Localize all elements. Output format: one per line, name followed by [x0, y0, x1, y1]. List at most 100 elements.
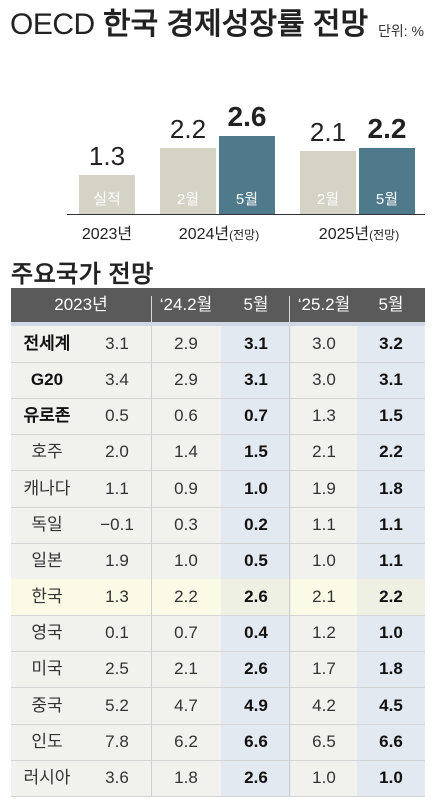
unit-label: 단위: %	[378, 23, 424, 39]
cell-y2023: 2.5	[105, 659, 129, 679]
bar-category-label: 5월	[236, 191, 258, 208]
country-name: 캐나다	[23, 478, 71, 498]
cell-feb25: 3.0	[312, 370, 336, 390]
cell-feb25: 1.3	[312, 406, 336, 426]
table-row: 중국 5.2 4.7 4.9 4.2 4.5	[11, 688, 425, 725]
header-2023: 2023년	[54, 295, 108, 314]
section-title: 주요국가 전망	[11, 261, 154, 288]
bar-value-label: 1.3	[89, 141, 125, 171]
table-row: 영국 0.1 0.7 0.4 1.2 1.0	[11, 615, 425, 653]
header-may25: 5월	[378, 295, 404, 314]
cell-y2023: 3.6	[105, 767, 129, 787]
cell-y2023: 2.0	[105, 442, 129, 462]
cell-may25: 1.0	[379, 767, 403, 787]
title-row: OECD 한국 경제성장률 전망 단위: %	[10, 6, 424, 46]
cell-y2023: 1.1	[105, 478, 129, 498]
header-may24: 5월	[243, 295, 269, 314]
table-row: G20 3.4 2.9 3.1 3.0 3.1	[11, 362, 425, 400]
cell-feb25: 1.9	[312, 478, 336, 498]
cell-feb25: 1.1	[312, 514, 336, 534]
column-divider	[289, 326, 290, 796]
cell-feb25: 1.0	[312, 767, 336, 787]
cell-y2023: 5.2	[105, 695, 129, 715]
country-name: 미국	[31, 659, 63, 679]
may25-column-bg	[357, 326, 425, 796]
cell-feb25: 2.1	[312, 442, 336, 462]
cell-may25: 1.0	[379, 623, 403, 643]
header-divider	[289, 296, 290, 322]
cell-may25: 3.1	[379, 370, 403, 390]
table-row: 전세계 3.1 2.9 3.1 3.0 3.2	[11, 326, 425, 363]
cell-y2023: 7.8	[105, 731, 129, 751]
cell-may24: 0.5	[244, 550, 268, 570]
cell-feb25: 1.2	[312, 623, 336, 643]
cell-may24: 3.1	[244, 334, 268, 353]
bar-value-label: 2.6	[228, 101, 267, 132]
cell-feb24: 2.2	[174, 587, 198, 607]
column-divider	[151, 326, 152, 796]
cell-feb24: 1.8	[174, 767, 198, 787]
country-name: 한국	[31, 587, 63, 607]
cell-y2023: 3.1	[105, 334, 129, 353]
cell-may25: 1.1	[379, 514, 403, 534]
chart-title: OECD 한국 경제성장률 전망	[10, 8, 368, 42]
country-name: 중국	[31, 695, 63, 715]
bar-category-label: 실적	[93, 191, 121, 208]
table-row: 일본 1.9 1.0 0.5 1.0 1.1	[11, 543, 425, 580]
cell-feb24: 2.1	[174, 659, 198, 679]
title-latin: OECD	[10, 8, 95, 41]
may24-column-bg	[221, 326, 291, 796]
cell-feb24: 6.2	[174, 731, 198, 751]
header-feb25: ‘25.2월	[297, 295, 351, 314]
cell-feb25: 2.1	[312, 587, 336, 607]
cell-y2023: 1.9	[105, 550, 129, 570]
group-label-suffix: (전망)	[369, 228, 399, 242]
cell-may25: 1.5	[379, 406, 403, 426]
cell-feb24: 4.7	[174, 695, 198, 715]
cell-may24: 6.6	[244, 731, 268, 751]
cell-may25: 2.2	[357, 579, 425, 616]
country-name: 전세계	[23, 334, 71, 353]
cell-feb24: 0.9	[174, 478, 198, 498]
cell-may24: 4.9	[244, 695, 268, 715]
table-row: 러시아 3.6 1.8 2.6 1.0 1.0	[11, 760, 425, 797]
group-label: 2025년(전망)	[319, 225, 399, 243]
cell-feb24: 1.4	[174, 442, 198, 462]
table-row: 캐나다 1.1 0.9 1.0 1.9 1.8	[11, 471, 425, 508]
table-row: 독일 −0.1 0.3 0.2 1.1 1.1	[11, 507, 425, 544]
table-header: 2023년 ‘24.2월 5월 ‘25.2월 5월	[11, 288, 425, 322]
cell-may25: 2.2	[379, 442, 403, 462]
country-name: 호주	[31, 442, 63, 462]
group-label: 2023년	[82, 225, 132, 243]
cell-may25: 1.8	[379, 478, 403, 498]
cell-may25: 1.1	[379, 550, 403, 570]
header-divider	[151, 296, 152, 322]
country-name: 러시아	[23, 767, 71, 787]
bar-category-label: 2월	[177, 191, 199, 208]
cell-may24: 2.6	[244, 659, 268, 679]
cell-may25: 1.8	[379, 659, 403, 679]
cell-may25: 4.5	[379, 695, 403, 715]
bar	[219, 136, 275, 214]
cell-may24: 1.0	[244, 478, 268, 498]
cell-y2023: −0.1	[100, 514, 134, 534]
group-label-suffix: (전망)	[229, 228, 259, 242]
cell-may24: 0.2	[244, 514, 268, 534]
country-name: 유로존	[23, 406, 71, 426]
cell-may25: 6.6	[379, 731, 403, 751]
cell-may24: 0.7	[244, 406, 268, 426]
country-name: 인도	[31, 731, 63, 751]
cell-feb25: 1.7	[312, 659, 336, 679]
header-feb24: ‘24.2월	[159, 295, 213, 314]
country-name: 일본	[31, 550, 63, 570]
cell-y2023: 0.5	[105, 406, 129, 426]
cell-may24: 2.6	[244, 767, 268, 787]
table-row: 인도 7.8 6.2 6.6 6.5 6.6	[11, 724, 425, 761]
cell-may25: 3.2	[379, 334, 403, 353]
country-name: 독일	[31, 514, 63, 534]
bar	[300, 151, 356, 214]
country-name: 영국	[31, 623, 63, 643]
cell-feb25: 4.2	[312, 695, 336, 715]
cell-feb24: 0.7	[174, 623, 198, 643]
bar-category-label: 2월	[317, 191, 339, 208]
